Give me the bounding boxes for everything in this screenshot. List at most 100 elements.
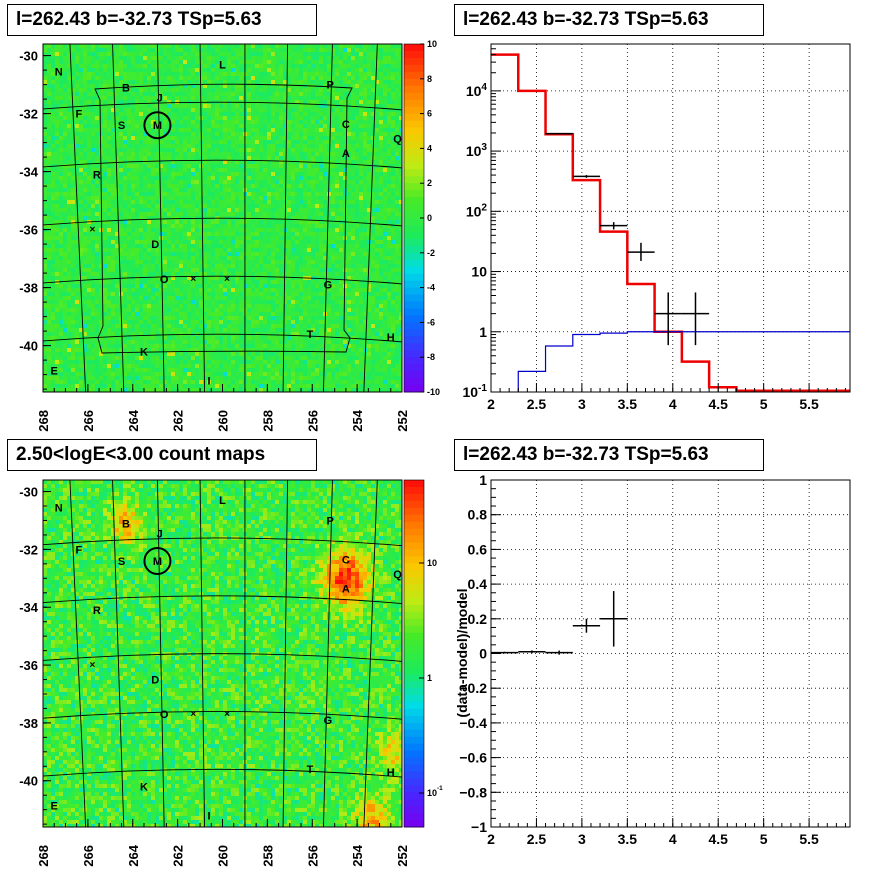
map-pixel [335, 96, 339, 100]
map-pixel [235, 232, 239, 236]
map-pixel [99, 248, 103, 252]
map-pixel [399, 116, 402, 120]
map-pixel [231, 168, 235, 172]
map-pixel [175, 208, 179, 212]
map-pixel [311, 248, 315, 252]
map-pixel [175, 232, 179, 236]
map-pixel [43, 252, 47, 256]
map-pixel [175, 80, 179, 84]
map-pixel [131, 232, 135, 236]
map-pixel [367, 164, 371, 168]
map-pixel [199, 236, 203, 240]
map-pixel [131, 116, 135, 120]
map-pixel [319, 120, 323, 124]
map-pixel [347, 52, 351, 56]
map-pixel [295, 72, 299, 76]
map-pixel [79, 208, 83, 212]
map-pixel [175, 104, 179, 108]
map-pixel [211, 60, 215, 64]
map-pixel [143, 196, 147, 200]
map-pixel [151, 128, 155, 132]
map-pixel [99, 244, 103, 248]
map-pixel [239, 228, 243, 232]
map-pixel [111, 108, 115, 112]
map-pixel [199, 180, 203, 184]
map-pixel [395, 148, 399, 152]
map-pixel [327, 156, 331, 160]
map-pixel [155, 132, 159, 136]
map-pixel [155, 72, 159, 76]
map-pixel [267, 244, 271, 248]
map-pixel [67, 228, 71, 232]
map-pixel [131, 236, 135, 240]
map-pixel [147, 228, 151, 232]
map-pixel [51, 132, 55, 136]
map-pixel [183, 212, 187, 216]
map-pixel [311, 112, 315, 116]
map-pixel [247, 52, 251, 56]
map-pixel [191, 60, 195, 64]
map-pixel [363, 236, 367, 240]
map-pixel [275, 228, 279, 232]
map-pixel [231, 96, 235, 100]
map-pixel [275, 116, 279, 120]
map-pixel [211, 128, 215, 132]
map-pixel [135, 48, 139, 52]
map-pixel [103, 176, 107, 180]
map-pixel [163, 180, 167, 184]
map-pixel [227, 240, 231, 244]
map-pixel [247, 220, 251, 224]
map-pixel [135, 132, 139, 136]
map-pixel [195, 184, 199, 188]
map-pixel [171, 64, 175, 68]
map-pixel [363, 64, 367, 68]
map-pixel [187, 204, 191, 208]
map-pixel [275, 48, 279, 52]
map-pixel [215, 96, 219, 100]
map-pixel [147, 96, 151, 100]
map-pixel [379, 144, 383, 148]
map-pixel [187, 184, 191, 188]
map-pixel [331, 180, 335, 184]
map-pixel [219, 116, 223, 120]
map-pixel [99, 48, 103, 52]
map-pixel [111, 136, 115, 140]
map-pixel [247, 232, 251, 236]
map-pixel [219, 84, 223, 88]
map-pixel [183, 256, 187, 260]
map-pixel [171, 256, 175, 260]
map-pixel [287, 196, 291, 200]
map-pixel [59, 100, 63, 104]
map-pixel [231, 196, 235, 200]
map-pixel [395, 236, 399, 240]
map-pixel [339, 156, 343, 160]
map-pixel [347, 180, 351, 184]
map-pixel [143, 172, 147, 176]
map-pixel [235, 108, 239, 112]
map-pixel [91, 260, 95, 264]
map-pixel [287, 152, 291, 156]
map-pixel [187, 60, 191, 64]
map-pixel [239, 88, 243, 92]
map-pixel [231, 116, 235, 120]
map-pixel [127, 216, 131, 220]
map-pixel [219, 172, 223, 176]
map-pixel [359, 180, 363, 184]
map-pixel [155, 224, 159, 228]
map-pixel [151, 68, 155, 72]
map-pixel [127, 180, 131, 184]
map-pixel [263, 216, 267, 220]
map-pixel [255, 80, 259, 84]
map-pixel [367, 152, 371, 156]
map-pixel [83, 64, 87, 68]
map-pixel [187, 236, 191, 240]
map-pixel [207, 84, 211, 88]
map-pixel [263, 196, 267, 200]
map-pixel [363, 200, 367, 204]
map-pixel [59, 232, 63, 236]
map-pixel [211, 256, 215, 260]
map-pixel [67, 124, 71, 128]
map-pixel [355, 68, 359, 72]
map-pixel [219, 220, 223, 224]
map-pixel [131, 88, 135, 92]
